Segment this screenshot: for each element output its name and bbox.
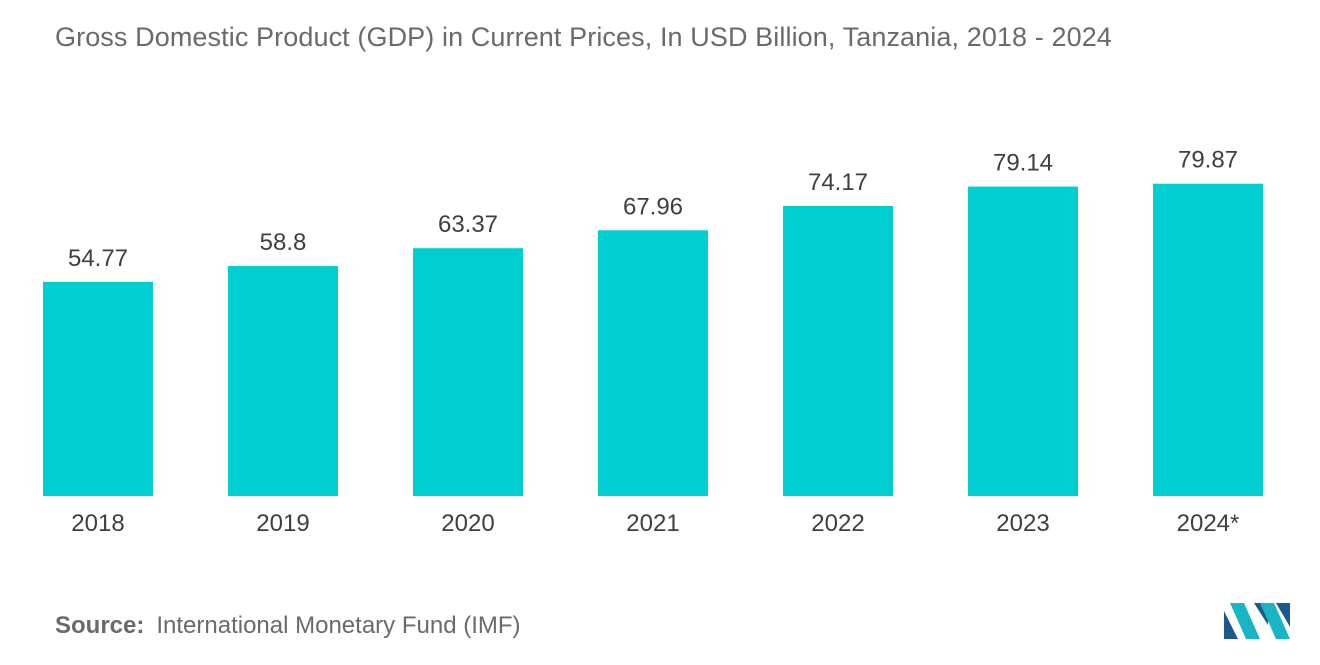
x-axis-ticks: 2018 2019 2020 2021 2022 2023 2024* xyxy=(71,510,1239,537)
x-tick-label-2023: 2023 xyxy=(996,510,1049,537)
data-label-2019: 58.8 xyxy=(260,229,307,256)
x-tick-label-2018: 2018 xyxy=(71,510,124,537)
x-tick-label-2021: 2021 xyxy=(626,510,679,537)
bar-2023 xyxy=(968,186,1078,496)
bar-2018 xyxy=(43,281,153,496)
bar-2020 xyxy=(413,248,523,496)
x-tick-label-2022: 2022 xyxy=(811,510,864,537)
data-label-2024-projected: 79.87 xyxy=(1178,147,1238,174)
bar-2021 xyxy=(598,230,708,496)
source-label: Source: xyxy=(55,612,145,639)
value-labels-layer: 54.77 58.8 63.37 67.96 74.17 79.14 79.87 xyxy=(68,147,1238,272)
chart-title: Gross Domestic Product (GDP) in Current … xyxy=(55,22,1112,52)
bars-layer xyxy=(43,183,1263,496)
x-tick-label-2024-projected: 2024* xyxy=(1177,510,1240,537)
data-label-2023: 79.14 xyxy=(993,150,1053,177)
data-label-2021: 67.96 xyxy=(623,193,683,220)
bar-2024-projected xyxy=(1153,183,1263,496)
data-label-2020: 63.37 xyxy=(438,211,498,238)
source-note: Source: International Monetary Fund (IMF) xyxy=(55,612,521,640)
mordor-intelligence-logo-icon xyxy=(1224,603,1290,639)
data-label-2022: 74.17 xyxy=(808,169,868,196)
x-tick-label-2019: 2019 xyxy=(256,510,309,537)
data-label-2018: 54.77 xyxy=(68,245,128,272)
bar-2022 xyxy=(783,205,893,496)
source-text: International Monetary Fund (IMF) xyxy=(156,612,521,639)
x-tick-label-2020: 2020 xyxy=(441,510,494,537)
bar-2019 xyxy=(228,266,338,496)
